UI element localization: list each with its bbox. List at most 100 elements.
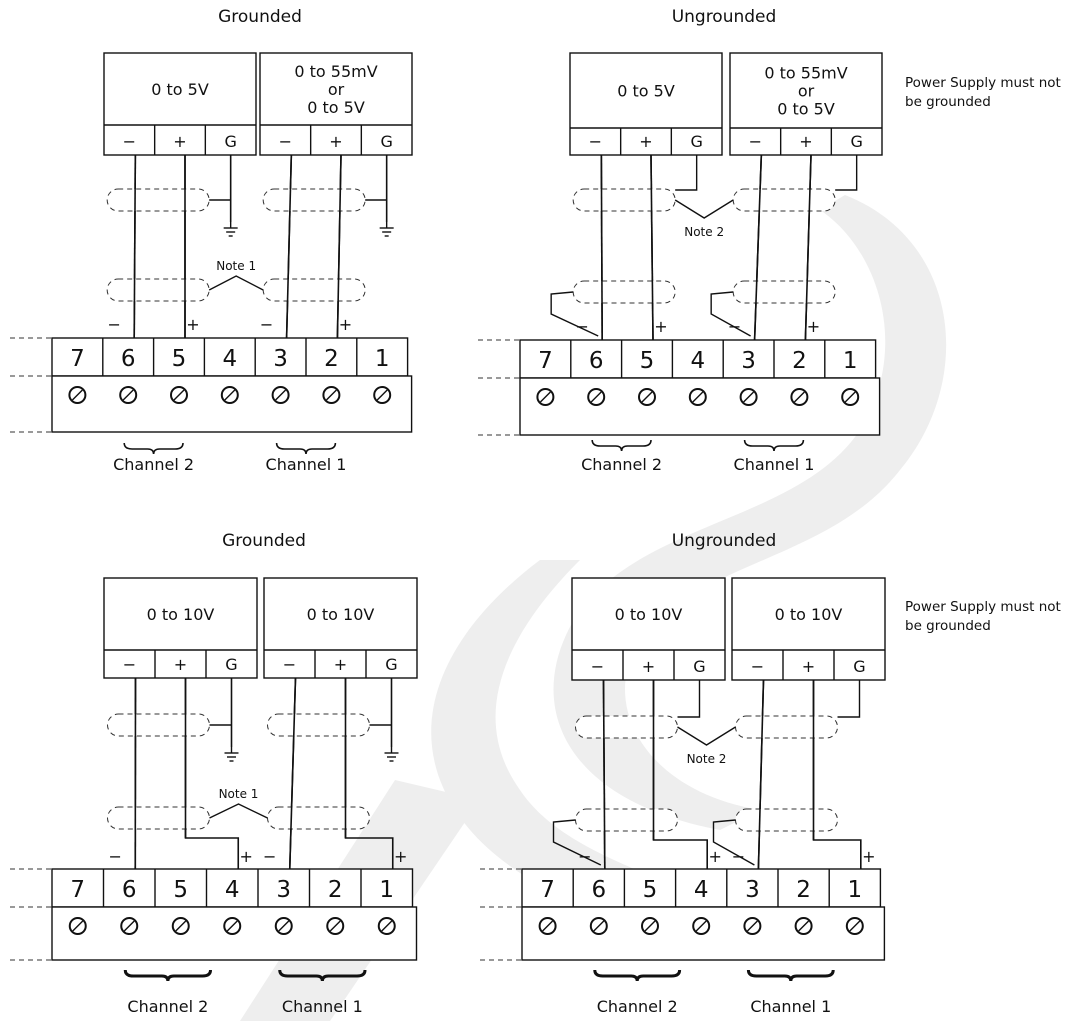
input-terminal-label: − [283, 655, 296, 674]
polarity-marks: − + − + [578, 847, 875, 866]
screw-icon [841, 388, 860, 406]
polarity-marks: − + − + [107, 315, 352, 334]
input-box-frame [103, 52, 257, 156]
note-label: Note 2 [687, 752, 727, 766]
input-range-label: 0 to 5V [307, 98, 365, 117]
wire-ch1-plus-overlay [804, 154, 812, 341]
screw-slot [376, 389, 388, 401]
ground-icon [224, 747, 239, 762]
screw-slot [72, 920, 84, 932]
note-label: Note 1 [216, 259, 256, 273]
input-terminal-label: − [279, 132, 292, 151]
screw-slot [849, 920, 861, 932]
screw-icon [743, 917, 762, 935]
cable-shield [262, 188, 366, 212]
signal-wires [133, 154, 342, 339]
polarity-label: − [260, 315, 273, 334]
screw-slot [590, 391, 602, 403]
shield-drain-to-minus [550, 291, 599, 337]
screw-slot [122, 389, 134, 401]
terminal-number: 6 [121, 346, 136, 372]
cable-shield [107, 713, 210, 737]
channel-label: Channel 1 [266, 455, 347, 474]
terminal-number: 5 [643, 877, 658, 903]
terminal-number: 4 [222, 346, 237, 372]
cable-shields [106, 154, 366, 339]
screw-slot [224, 389, 236, 401]
cable-shield [732, 188, 836, 212]
screw-icon [68, 917, 87, 935]
wire-ch2-minus-overlay [133, 154, 137, 339]
channel-brace [123, 442, 184, 455]
diagram-title: Grounded [222, 531, 306, 551]
cable-shield [732, 280, 836, 304]
input-box-frame [259, 52, 413, 156]
input-terminal-label: G [693, 657, 705, 676]
screw-slot [175, 920, 187, 932]
screw-slot [71, 389, 83, 401]
input-box-frame [569, 52, 723, 156]
input-range-label: 0 to 5V [151, 80, 209, 99]
screw-slot [539, 391, 551, 403]
screw-icon [538, 917, 557, 935]
terminal-block: 7 6 5 4 3 2 1 [10, 868, 418, 961]
screw-icon [587, 388, 606, 406]
screw-slot [644, 920, 656, 932]
screw-icon [688, 388, 707, 406]
input-range-label: 0 to 10V [775, 605, 843, 624]
input-terminal-label: + [642, 657, 655, 676]
screw-slot [275, 389, 287, 401]
terminal-number: 1 [847, 877, 862, 903]
terminal-number-row [51, 337, 409, 377]
wire-ch1-minus-overlay [285, 154, 293, 339]
input-range-label: 0 to 10V [307, 605, 375, 624]
terminal-number: 3 [741, 348, 756, 374]
wire-ch1-plus [812, 680, 862, 869]
screw-slot [746, 920, 758, 932]
terminal-block: 7 6 5 4 3 2 1 [480, 868, 886, 961]
cable-shield [267, 713, 370, 737]
ground-icon [379, 222, 394, 237]
screw-slot [593, 920, 605, 932]
terminal-number: 6 [591, 877, 606, 903]
screw-slot [695, 920, 707, 932]
input-terminal-label: + [639, 132, 652, 151]
diagram-title: Grounded [218, 7, 302, 27]
signal-wires [600, 154, 812, 341]
input-range-label: 0 to 5V [617, 82, 675, 101]
input-terminal-label: G [225, 655, 237, 674]
cable-shield [267, 806, 370, 830]
screw-slot [692, 391, 704, 403]
terminal-number: 4 [694, 877, 709, 903]
shield-tie-right [837, 680, 861, 718]
wire-ch1-minus-overlay [757, 679, 765, 870]
polarity-label: − [263, 847, 276, 866]
screw-icon [638, 388, 656, 406]
terminal-number: 6 [589, 348, 604, 374]
input-terminal-label: − [123, 132, 136, 151]
screw-slot [844, 391, 856, 403]
input-terminal-label: G [690, 132, 702, 151]
screw-icon [845, 917, 864, 935]
screw-slot [278, 920, 290, 932]
terminal-number: 5 [173, 877, 188, 903]
wire-ch2-minus-overlay [600, 154, 604, 341]
input-range-label: or [798, 82, 815, 101]
screw-icon [171, 917, 190, 935]
input-range-label: 0 to 5V [777, 100, 835, 119]
power-supply-note: be grounded [905, 618, 991, 634]
screw-icon [68, 386, 87, 404]
polarity-label: + [862, 847, 875, 866]
terminal-number: 7 [540, 877, 555, 903]
terminal-number: 2 [792, 348, 807, 374]
input-terminal-label: + [334, 655, 347, 674]
left-input-box: 0 to 10V − + G [103, 577, 258, 679]
cable-shield [106, 278, 210, 302]
terminal-number: 5 [172, 346, 187, 372]
terminal-number: 6 [122, 877, 137, 903]
channel-label: Channel 2 [113, 455, 194, 474]
channel-label: Channel 1 [282, 997, 363, 1016]
input-terminal-label: + [173, 132, 186, 151]
